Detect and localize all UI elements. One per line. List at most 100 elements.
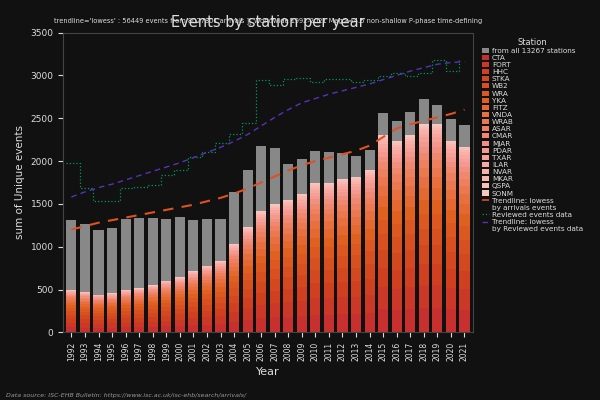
Bar [392, 174, 402, 182]
Bar [202, 280, 212, 282]
Bar [107, 300, 117, 302]
Bar [446, 237, 456, 252]
Bar [378, 136, 388, 138]
Bar [283, 204, 293, 206]
Bar [215, 287, 226, 292]
Bar [460, 150, 470, 152]
Bar [432, 188, 442, 200]
Bar [283, 218, 293, 223]
Bar [188, 275, 199, 276]
Bar [269, 279, 280, 290]
Bar [256, 305, 266, 318]
Bar [134, 298, 144, 300]
Bar [310, 315, 320, 332]
Bar [446, 142, 456, 144]
Bar [94, 295, 104, 296]
Bar [337, 153, 347, 179]
X-axis label: Year: Year [256, 367, 280, 377]
Bar [161, 321, 172, 326]
Bar [365, 173, 374, 175]
Bar [365, 295, 374, 313]
Bar [202, 268, 212, 269]
Bar [297, 209, 307, 213]
Bar [161, 284, 172, 285]
Bar [446, 252, 456, 269]
Bar [324, 192, 334, 196]
Bar [419, 308, 429, 332]
Bar [256, 256, 266, 264]
Bar [392, 253, 402, 270]
Bar [405, 220, 415, 234]
Bar [446, 157, 456, 162]
Bar [202, 310, 212, 317]
Bar [94, 298, 104, 299]
Bar [365, 177, 374, 180]
Bar [365, 229, 374, 240]
Bar [148, 302, 158, 306]
Bar [175, 326, 185, 332]
Bar [310, 247, 320, 258]
Bar [134, 314, 144, 318]
Bar [337, 256, 347, 268]
Bar [256, 219, 266, 222]
Bar [310, 151, 320, 183]
Bar [419, 214, 429, 229]
Bar [324, 184, 334, 186]
Bar [67, 297, 76, 299]
Bar [446, 309, 456, 332]
Bar [378, 177, 388, 186]
Bar [202, 267, 212, 268]
Bar [80, 300, 90, 302]
Bar [80, 224, 90, 292]
Bar [269, 251, 280, 260]
Bar [405, 144, 415, 148]
Bar [134, 291, 144, 292]
Bar [107, 299, 117, 300]
Bar [67, 299, 76, 301]
Bar [283, 277, 293, 289]
Bar [310, 221, 320, 229]
Bar [283, 302, 293, 317]
Bar [460, 162, 470, 167]
Bar [80, 323, 90, 328]
Bar [256, 217, 266, 219]
Bar [161, 287, 172, 288]
Bar [215, 264, 226, 266]
Bar [94, 316, 104, 320]
Bar [134, 300, 144, 302]
Bar [405, 287, 415, 309]
Bar [94, 301, 104, 303]
Bar [337, 218, 347, 226]
Text: trendline='lowess' : 56449 events from 8027801 arrivals ][ Worldwide 1992-2021 M: trendline='lowess' : 56449 events from 8… [54, 17, 482, 24]
Bar [67, 323, 76, 327]
Bar [392, 143, 402, 145]
Bar [351, 177, 361, 178]
Bar [242, 320, 253, 332]
Bar [405, 196, 415, 207]
Bar [67, 327, 76, 332]
Bar [351, 268, 361, 282]
Bar [107, 302, 117, 303]
Bar [419, 128, 429, 130]
Bar [297, 316, 307, 332]
Bar [283, 206, 293, 208]
Bar [121, 292, 131, 293]
Bar [242, 250, 253, 254]
Bar [242, 260, 253, 266]
Bar [256, 282, 266, 293]
Bar [419, 188, 429, 200]
Bar [269, 290, 280, 303]
Bar [67, 311, 76, 314]
Bar [161, 311, 172, 316]
Bar [283, 267, 293, 277]
Bar [419, 264, 429, 285]
Bar [392, 190, 402, 200]
Bar [432, 147, 442, 153]
Bar [256, 249, 266, 256]
Bar [460, 271, 470, 290]
Bar [188, 280, 199, 282]
Bar [378, 234, 388, 250]
Bar [215, 261, 226, 262]
Bar [242, 266, 253, 272]
Bar [392, 200, 402, 211]
